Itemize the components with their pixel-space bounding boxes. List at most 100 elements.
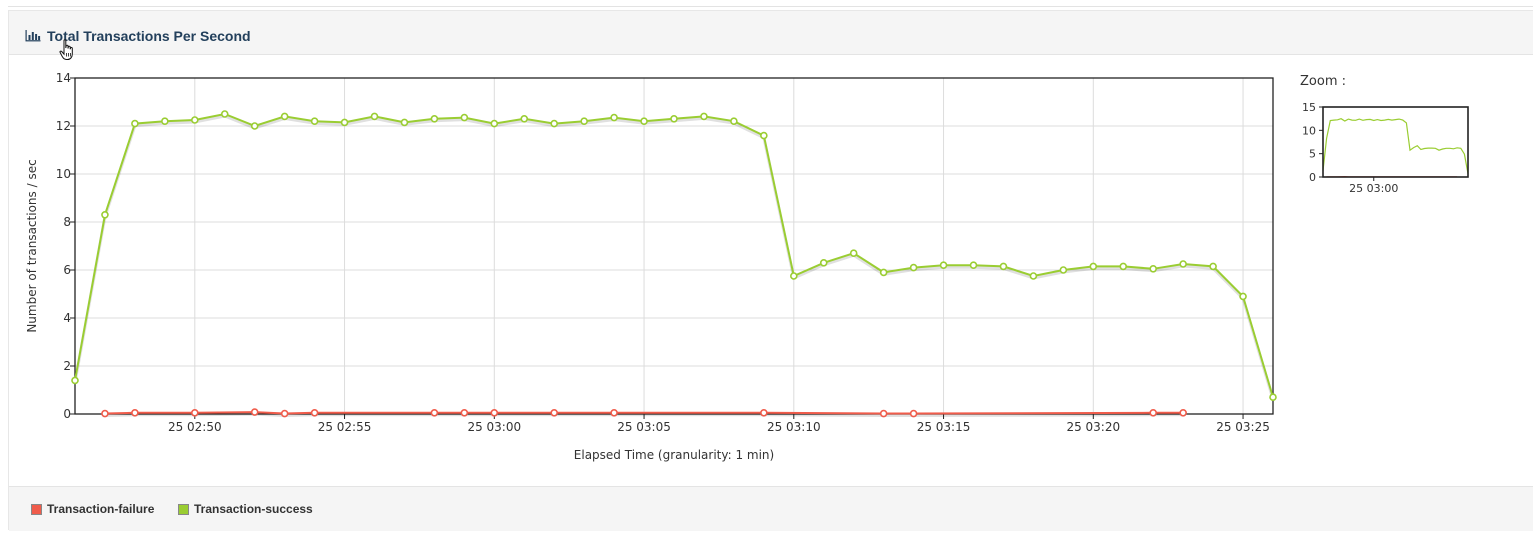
data-point-transaction-success	[191, 116, 199, 124]
data-point-transaction-success	[430, 115, 439, 123]
y-tick-label: 12	[56, 119, 71, 133]
data-point-transaction-success	[1179, 260, 1187, 268]
data-point-transaction-success	[640, 117, 648, 125]
y-axis-label: Number of transactions / sec	[25, 159, 39, 332]
x-tick-label: 25 03:05	[617, 420, 671, 434]
zoom-frame[interactable]	[1322, 106, 1469, 178]
data-point-transaction-failure	[250, 408, 259, 416]
x-tick-label: 25 03:15	[917, 420, 971, 434]
legend-swatch-failure	[31, 503, 42, 515]
data-point-transaction-success	[490, 119, 499, 128]
legend-bar: Transaction-failure Transaction-success	[9, 486, 1533, 531]
data-point-transaction-failure	[550, 408, 559, 417]
top-divider	[8, 6, 1533, 7]
panel-title[interactable]: Total Transactions Per Second	[47, 28, 251, 44]
legend-item-success[interactable]: Transaction-success	[178, 502, 313, 516]
y-tick-label: 14	[56, 71, 71, 85]
data-point-transaction-success	[1059, 266, 1068, 274]
x-tick-label: 25 03:10	[767, 420, 821, 434]
data-point-transaction-failure	[1149, 408, 1157, 417]
data-point-transaction-success	[760, 131, 768, 140]
data-point-transaction-success	[400, 118, 409, 127]
data-point-transaction-success	[340, 118, 349, 127]
x-tick-label: 25 02:55	[318, 420, 372, 434]
legend-item-failure[interactable]: Transaction-failure	[31, 502, 154, 516]
data-point-transaction-success	[1149, 264, 1157, 273]
data-point-transaction-failure	[101, 409, 109, 418]
data-point-transaction-success	[879, 268, 888, 277]
data-point-transaction-success	[789, 272, 798, 280]
x-tick-label: 25 03:00	[467, 420, 521, 434]
data-point-transaction-success	[1209, 262, 1217, 271]
y-tick-label: 4	[63, 311, 71, 325]
data-point-transaction-success	[520, 115, 529, 123]
bar-chart-icon	[25, 30, 41, 42]
data-point-transaction-success	[1269, 393, 1277, 402]
zoom-y-tick-label: 0	[1309, 171, 1316, 184]
data-point-transaction-success	[280, 112, 289, 121]
data-point-transaction-success	[460, 113, 469, 122]
data-point-transaction-success	[131, 119, 139, 128]
data-point-transaction-failure	[879, 409, 888, 418]
data-point-transaction-failure	[760, 408, 768, 417]
x-axis-label: Elapsed Time (granularity: 1 min)	[574, 448, 774, 462]
x-axis-ticks: 25 02:50 25 02:55 25 03:00 25 03:05 25 03:10…	[168, 414, 1270, 434]
data-point-transaction-success	[220, 110, 229, 118]
legend-swatch-success	[178, 503, 189, 515]
data-point-transaction-success	[610, 113, 618, 122]
y-tick-label: 6	[63, 263, 71, 277]
data-point-transaction-success	[161, 117, 169, 125]
data-point-transaction-success	[939, 261, 948, 270]
data-point-transaction-failure	[1179, 408, 1187, 417]
data-point-transaction-success	[909, 263, 918, 272]
y-tick-label: 8	[63, 215, 71, 229]
data-point-transaction-failure	[430, 408, 439, 417]
data-point-transaction-success	[849, 249, 858, 257]
zoom-y-tick-label: 10	[1302, 124, 1316, 137]
zoom-x-tick-label: 25 03:00	[1349, 182, 1398, 195]
data-point-transaction-success	[1239, 292, 1247, 301]
series-line-transaction-failure	[104, 411, 1184, 415]
legend-label-success: Transaction-success	[194, 502, 313, 516]
data-point-transaction-success	[101, 211, 109, 219]
plot-area-frame	[74, 77, 1274, 415]
data-point-transaction-failure	[460, 408, 469, 417]
data-point-transaction-success	[1089, 262, 1098, 271]
data-point-transaction-failure	[909, 409, 918, 418]
zoom-label: Zoom :	[1300, 74, 1346, 89]
data-point-transaction-success	[730, 117, 738, 125]
legend-label-failure: Transaction-failure	[47, 502, 155, 516]
x-tick-label: 25 03:25	[1216, 420, 1270, 434]
data-point-transaction-success	[310, 117, 319, 125]
zoom-series	[1322, 118, 1469, 178]
panel-header: Total Transactions Per Second	[9, 11, 1533, 60]
data-point-transaction-failure	[490, 408, 499, 417]
series-shadow-transaction-failure	[104, 412, 1184, 418]
data-point-transaction-success	[969, 261, 978, 270]
chart-series	[71, 110, 1277, 418]
data-point-transaction-success	[370, 112, 379, 121]
zoom-y-tick-label: 15	[1302, 101, 1316, 114]
data-point-transaction-failure	[280, 409, 289, 418]
y-tick-label: 0	[63, 407, 71, 421]
data-point-transaction-success	[1119, 262, 1128, 271]
data-point-transaction-success	[580, 117, 588, 125]
y-axis-ticks: 0 2 4 6 8 10 12 14	[56, 71, 75, 421]
data-point-transaction-success	[819, 258, 828, 267]
x-tick-label: 25 02:50	[168, 420, 222, 434]
data-point-transaction-failure	[610, 408, 618, 417]
data-point-transaction-success	[71, 376, 79, 385]
data-point-transaction-success	[670, 115, 678, 123]
x-tick-label: 25 03:20	[1066, 420, 1120, 434]
hand-cursor-icon	[59, 39, 73, 60]
y-tick-label: 10	[56, 167, 71, 181]
y-tick-label: 2	[63, 359, 71, 373]
data-point-transaction-failure	[131, 408, 139, 417]
data-point-transaction-success	[550, 119, 559, 128]
data-point-transaction-success	[1029, 272, 1038, 280]
data-point-transaction-failure	[191, 408, 199, 417]
zoom-y-tick-label: 5	[1309, 148, 1316, 161]
data-point-transaction-failure	[310, 408, 319, 417]
data-point-transaction-success	[250, 122, 259, 130]
